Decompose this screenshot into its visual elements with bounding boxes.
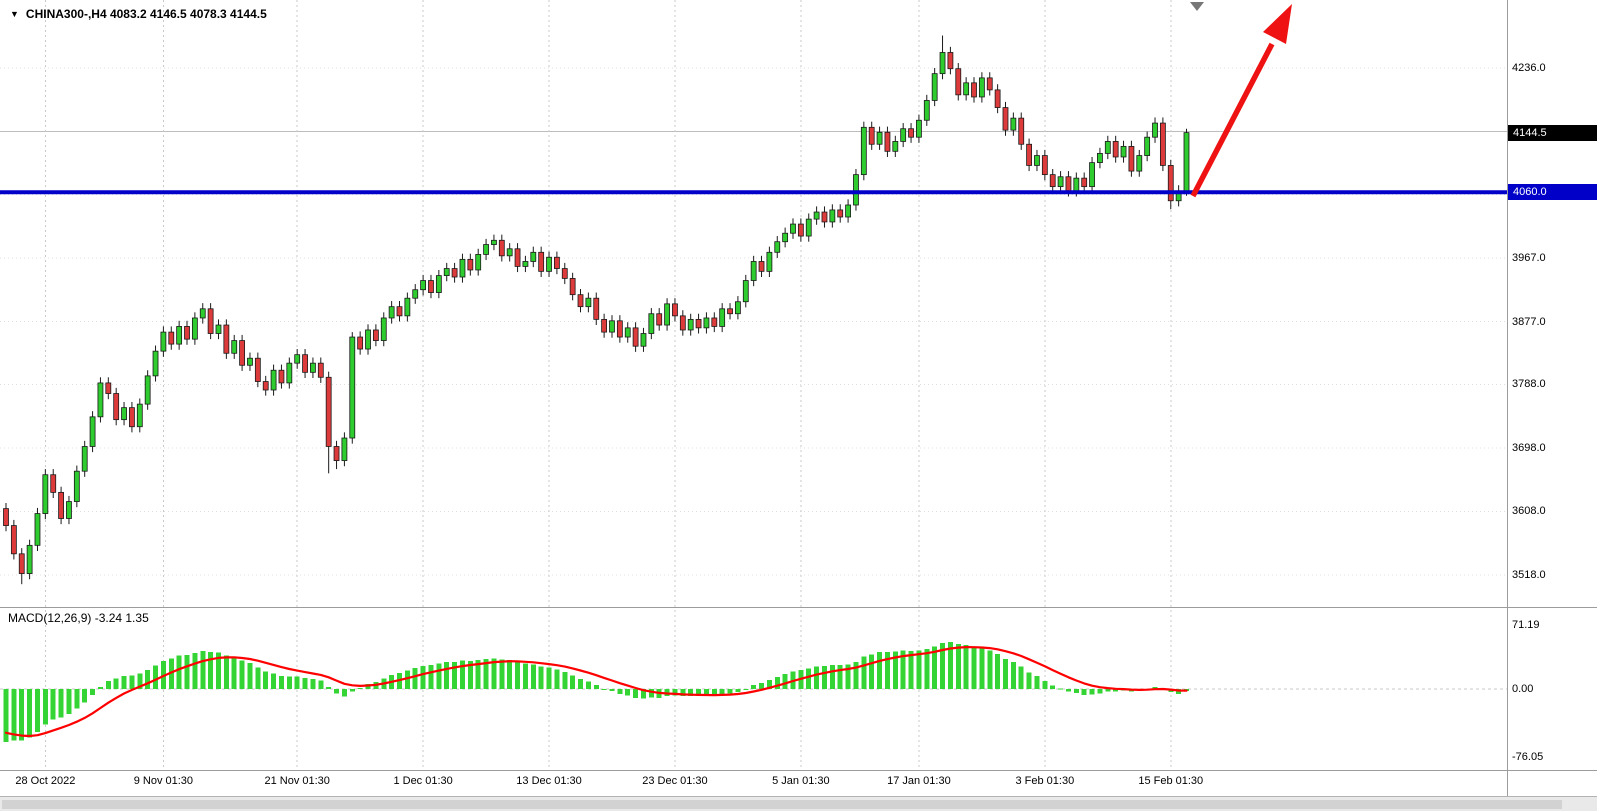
macd-tick-label: -76.05 <box>1512 750 1544 763</box>
macd-tick-label: 71.19 <box>1512 619 1540 631</box>
trend-arrow[interactable] <box>1190 4 1292 198</box>
price-tick-label: 3788.0 <box>1512 378 1546 391</box>
horizontal-scrollbar[interactable] <box>0 796 1597 811</box>
macd-tick-label: 0.00 <box>1512 682 1534 695</box>
candles-layer <box>3 35 1190 585</box>
grid-layer <box>0 0 1507 770</box>
price-tick-label: 4236.0 <box>1512 62 1546 74</box>
symbol-info: ▼ CHINA300-,H4 4083.2 4146.5 4078.3 4144… <box>10 7 267 21</box>
time-tick-label: 21 Nov 01:30 <box>264 775 330 787</box>
macd-signal-line <box>4 645 1188 738</box>
time-tick-label: 17 Jan 01:30 <box>887 775 951 787</box>
indicator-label: MACD(12,26,9) -3.24 1.35 <box>8 611 149 625</box>
object-anchor-marker[interactable] <box>1190 2 1204 11</box>
time-tick-label: 1 Dec 01:30 <box>393 775 453 787</box>
time-tick-label: 13 Dec 01:30 <box>516 775 582 787</box>
time-tick-label: 9 Nov 01:30 <box>133 775 194 787</box>
price-tick-label: 3608.0 <box>1512 505 1546 518</box>
last-price-label: 4144.5 <box>1508 124 1597 141</box>
scrollbar-thumb[interactable] <box>2 800 1562 809</box>
time-tick-label: 23 Dec 01:30 <box>642 775 708 787</box>
time-tick-label: 5 Jan 01:30 <box>772 775 830 787</box>
chevron-down-icon[interactable]: ▼ <box>10 9 19 19</box>
macd-layer <box>3 642 1189 743</box>
time-tick-label: 15 Feb 01:30 <box>1138 775 1204 787</box>
price-tick-label: 3967.0 <box>1512 251 1546 264</box>
time-tick-label: 28 Oct 2022 <box>15 775 76 787</box>
hline-price-label: 4060.0 <box>1508 184 1597 201</box>
time-tick-label: 3 Feb 01:30 <box>1015 775 1075 787</box>
price-tick-label: 3877.0 <box>1512 315 1546 328</box>
symbol-ohlc-text: CHINA300-,H4 4083.2 4146.5 4078.3 4144.5 <box>25 7 267 21</box>
price-tick-label: 3698.0 <box>1512 441 1546 454</box>
price-tick-label: 3518.0 <box>1512 569 1546 581</box>
